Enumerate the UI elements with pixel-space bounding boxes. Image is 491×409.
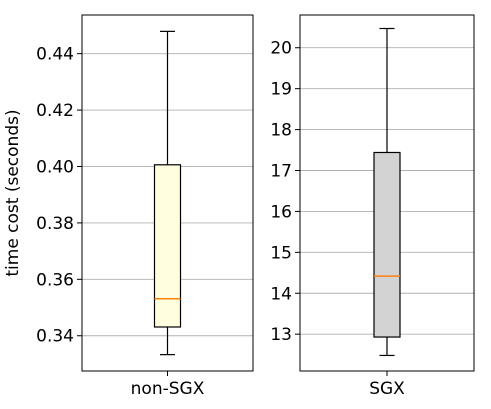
y-tick-label: 15 bbox=[270, 243, 292, 263]
y-tick-label: 17 bbox=[270, 161, 292, 181]
y-axis-label: time cost (seconds) bbox=[3, 109, 23, 276]
y-tick-label: 19 bbox=[270, 80, 292, 100]
chart-panel-1: 0.34 0.36 0.38 0.40 0.42 0.44 non-SGX time cost… bbox=[3, 14, 254, 399]
x-tick-label: SGX bbox=[369, 379, 405, 399]
y-tick-label: 0.44 bbox=[36, 45, 74, 65]
y-tick-label: 20 bbox=[270, 39, 292, 59]
interquartile-box bbox=[153, 164, 182, 328]
y-tick-label: 0.36 bbox=[36, 270, 74, 290]
y-tick-label: 0.40 bbox=[36, 157, 74, 177]
y-tick-label: 0.42 bbox=[36, 101, 74, 121]
chart-panel-2: 13 14 15 16 17 18 19 20 SGX bbox=[270, 14, 475, 399]
y-tick-label: 18 bbox=[270, 121, 292, 141]
interquartile-box bbox=[373, 151, 401, 338]
y-tick-label: 0.38 bbox=[36, 214, 74, 234]
y-tick-label: 16 bbox=[270, 202, 292, 222]
y-tick-label: 13 bbox=[270, 325, 292, 345]
x-tick-label: non-SGX bbox=[131, 379, 205, 399]
y-tick-label: 0.34 bbox=[36, 327, 74, 347]
y-tick-label: 14 bbox=[270, 284, 292, 304]
